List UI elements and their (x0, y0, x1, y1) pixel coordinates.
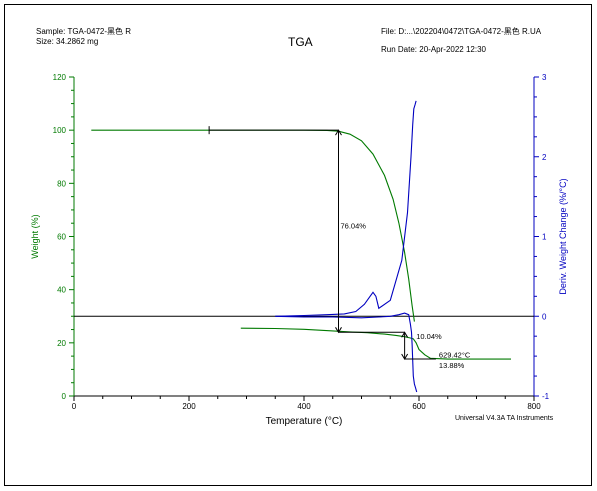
size-value: 34.2862 mg (56, 37, 99, 46)
file-line: File: D:...\202204\0472\TGA-0472-黑色 R.UA (381, 26, 541, 37)
y-axis-label: Weight (%) (30, 214, 40, 258)
x-tick-label: 600 (412, 402, 426, 411)
x-axis-label: Temperature (°C) (266, 416, 343, 427)
sample-label: Sample: (36, 27, 66, 36)
chart-title: TGA (288, 35, 313, 49)
sample-line: Sample: TGA-0472-黑色 R (36, 26, 131, 37)
y-tick-label: 120 (53, 73, 67, 82)
arrow-marker (335, 327, 342, 334)
rundate-line: Run Date: 20-Apr-2022 12:30 (381, 45, 486, 54)
y2-tick-label: 3 (542, 73, 547, 82)
instrument-footer: Universal V4.3A TA Instruments (455, 415, 554, 422)
y-tick-label: 20 (57, 339, 66, 348)
x-tick-label: 400 (297, 402, 311, 411)
arrow-marker (401, 331, 409, 338)
rundate-label: Run Date: (381, 45, 418, 54)
y2-tick-label: 2 (542, 153, 547, 162)
file-value: D:...\202204\0472\TGA-0472-黑色 R.UA (398, 27, 542, 36)
arrow-marker (401, 353, 409, 360)
y-tick-label: 0 (62, 392, 67, 401)
y-tick-label: 100 (53, 126, 67, 135)
size-line: Size: 34.2862 mg (36, 37, 98, 46)
y2-axis-label: Deriv. Weight Change (%/°C) (558, 178, 568, 294)
rundate-value: 20-Apr-2022 12:30 (419, 45, 486, 54)
y-tick-label: 60 (57, 233, 66, 242)
deriv-curve-3 (275, 100, 417, 317)
annotation-label: 10.04% (416, 332, 442, 341)
annotation-label: 76.04% (341, 222, 367, 231)
arrow-marker (335, 129, 342, 136)
y2-tick-label: 1 (542, 233, 547, 242)
weight-curve-2 (240, 327, 511, 360)
size-label: Size: (36, 37, 54, 46)
chart-frame (4, 4, 592, 486)
deriv-curve-4 (275, 312, 418, 393)
x-tick-label: 0 (72, 402, 77, 411)
y-tick-label: 80 (57, 179, 66, 188)
sample-value: TGA-0472-黑色 R (67, 27, 132, 36)
annotation-label: 13.88% (439, 361, 465, 370)
x-tick-label: 200 (182, 402, 196, 411)
y2-tick-label: 0 (542, 312, 547, 321)
x-tick-label: 800 (527, 402, 541, 411)
file-label: File: (381, 27, 397, 36)
y-tick-label: 40 (57, 286, 66, 295)
y2-tick-label: -1 (542, 392, 550, 401)
annotation-label: 629.42°C (439, 350, 471, 359)
